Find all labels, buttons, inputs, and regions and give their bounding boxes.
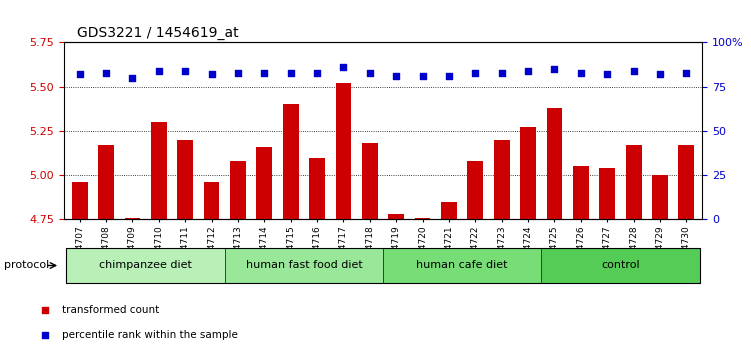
Point (469, 70, 481, 75)
Bar (230, 161, 246, 219)
Bar (388, 214, 404, 219)
Point (391, 73, 403, 79)
Bar (98, 145, 114, 219)
Bar (225, 248, 383, 283)
Point (628, 68, 640, 74)
Bar (204, 182, 219, 219)
Point (152, 68, 164, 74)
Point (100, 70, 112, 75)
Point (311, 70, 323, 75)
Text: chimpanzee diet: chimpanzee diet (99, 261, 192, 270)
Text: protocol: protocol (4, 261, 49, 270)
Point (680, 70, 692, 75)
Bar (441, 202, 457, 219)
Bar (626, 145, 641, 219)
Bar (573, 166, 589, 219)
Bar (520, 127, 536, 219)
Bar (415, 218, 430, 219)
Point (602, 72, 614, 77)
Point (232, 70, 244, 75)
Point (654, 72, 666, 77)
Point (74, 72, 86, 77)
Text: GDS3221 / 1454619_at: GDS3221 / 1454619_at (77, 26, 238, 40)
Bar (467, 161, 483, 219)
Text: control: control (601, 261, 640, 270)
Text: percentile rank within the sample: percentile rank within the sample (62, 330, 237, 339)
Text: human cafe diet: human cafe diet (416, 261, 508, 270)
Bar (72, 182, 88, 219)
Bar (678, 145, 694, 219)
Bar (177, 140, 193, 219)
Bar (256, 147, 272, 219)
Bar (494, 140, 510, 219)
Bar (362, 143, 378, 219)
Bar (151, 122, 167, 219)
Bar (125, 218, 140, 219)
Bar (283, 104, 299, 219)
Point (575, 70, 587, 75)
Point (258, 70, 270, 75)
Bar (599, 168, 615, 219)
Point (126, 75, 138, 81)
Point (417, 73, 429, 79)
Point (337, 64, 349, 70)
Bar (336, 83, 351, 219)
Bar (67, 248, 225, 283)
Text: human fast food diet: human fast food diet (246, 261, 362, 270)
Bar (383, 248, 541, 283)
Point (548, 66, 560, 72)
Bar (309, 158, 325, 219)
Bar (547, 108, 562, 219)
Text: transformed count: transformed count (62, 305, 158, 315)
Point (363, 70, 376, 75)
Point (179, 68, 192, 74)
Bar (541, 248, 699, 283)
Point (206, 72, 218, 77)
Point (285, 70, 297, 75)
Point (522, 68, 534, 74)
Bar (652, 175, 668, 219)
Point (496, 70, 508, 75)
Point (443, 73, 455, 79)
